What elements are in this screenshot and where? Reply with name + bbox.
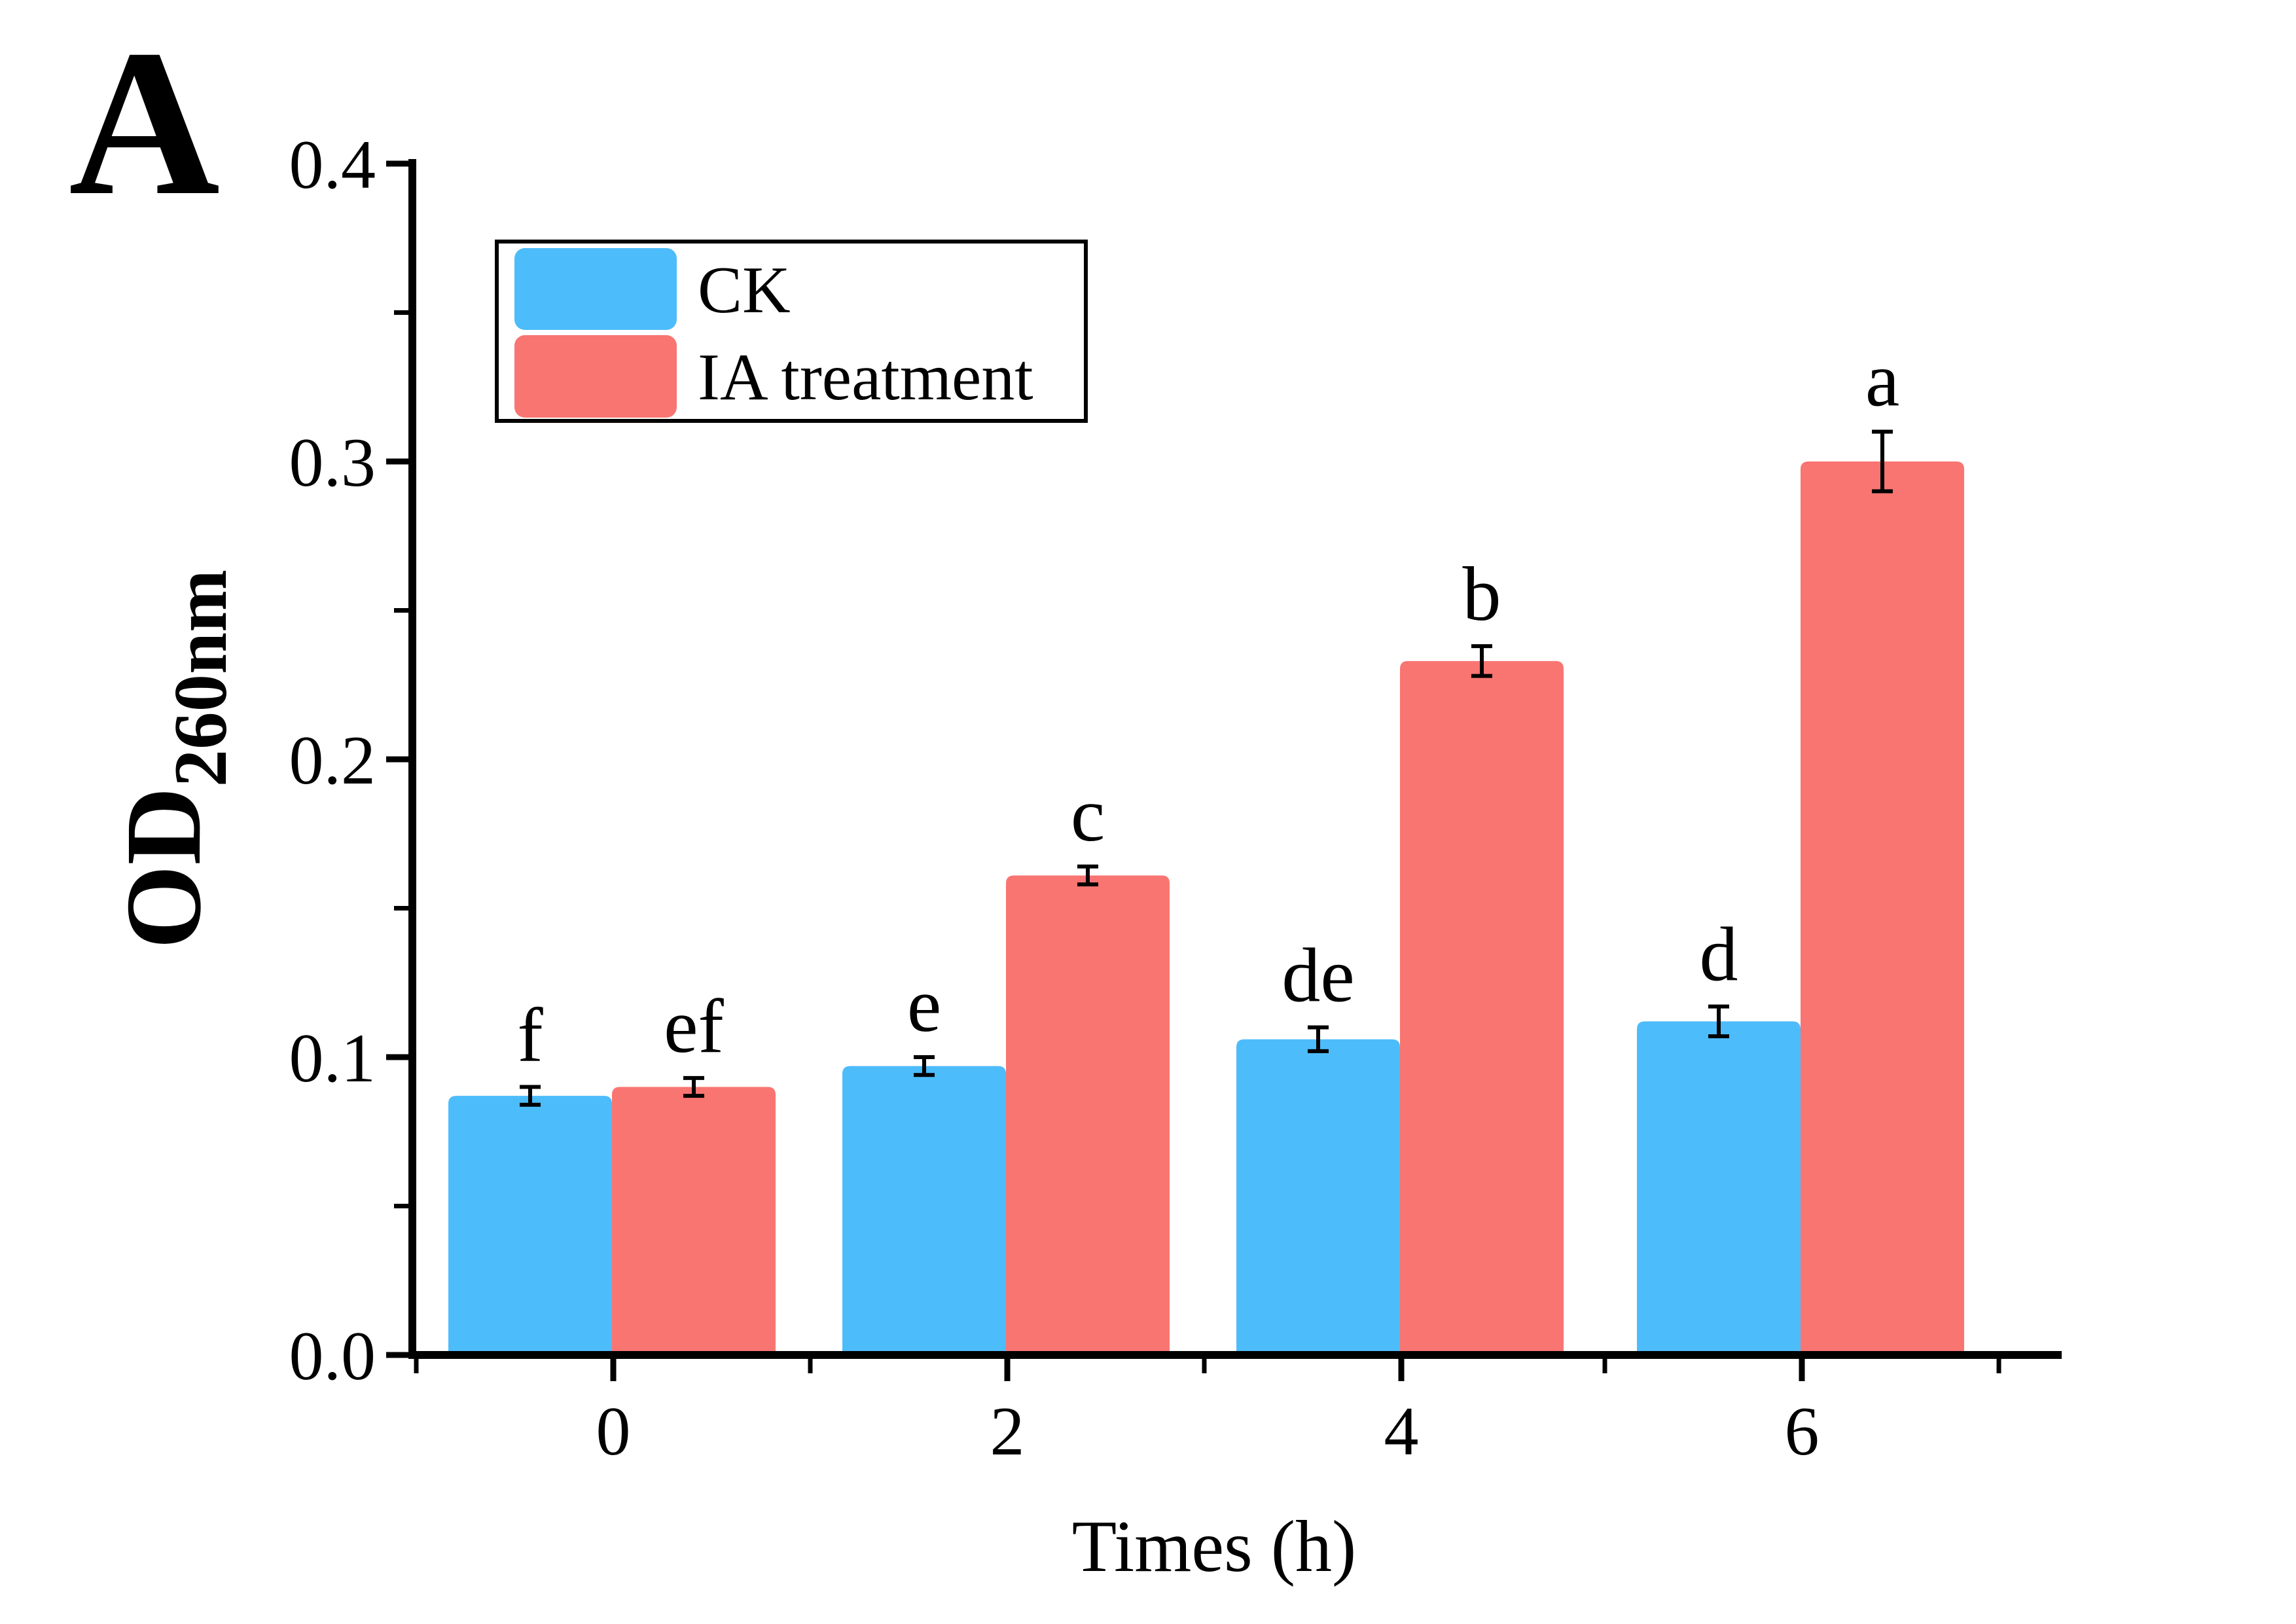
sig-letter-ck-0: f	[517, 992, 543, 1078]
bar-ck-6	[1637, 1021, 1801, 1355]
legend-label-ck: CK	[698, 253, 791, 327]
x-tick-label: 6	[1785, 1393, 1820, 1470]
error-bar-ck-0	[520, 1085, 541, 1107]
error-bar-ia-0	[683, 1075, 704, 1098]
sig-letter-ia-4: b	[1463, 551, 1501, 637]
axes: 0.0 0.1 0.2 0.3 0.4 0 2 4 6	[289, 126, 2062, 1470]
bar-ia-0	[612, 1087, 776, 1355]
error-bar-ia-4	[1471, 644, 1492, 678]
sig-letter-ck-4: de	[1282, 933, 1354, 1019]
legend-swatch-ck	[514, 248, 677, 330]
legend-swatch-ia	[514, 335, 677, 418]
y-tick-label: 0.1	[289, 1020, 376, 1096]
legend: CK IA treatment	[495, 240, 1088, 423]
x-tick-label: 2	[990, 1393, 1025, 1470]
bar-ia-6	[1801, 461, 1964, 1355]
x-tick-label: 0	[596, 1393, 631, 1470]
bar-ia-2	[1006, 875, 1170, 1355]
y-axis-title: OD260nm	[103, 569, 242, 949]
error-bar-ck-2	[914, 1055, 935, 1077]
error-bar-ck-6	[1708, 1004, 1729, 1039]
sig-letter-ia-2: c	[1071, 772, 1105, 857]
bar-ck-2	[842, 1066, 1006, 1355]
sig-letter-ck-6: d	[1700, 912, 1738, 998]
error-bar-ia-2	[1077, 864, 1098, 887]
y-tick-label: 0.3	[289, 424, 376, 501]
legend-label-ia: IA treatment	[698, 340, 1033, 414]
axes-layer: 0.0 0.1 0.2 0.3 0.4 0 2 4 6	[289, 126, 2062, 1470]
sig-letter-ia-6: a	[1865, 337, 1899, 423]
y-tick-label: 0.2	[289, 722, 376, 799]
sig-letter-ck-2: e	[907, 962, 941, 1048]
sig-letter-ia-0: ef	[664, 983, 724, 1069]
bar-ia-4	[1400, 660, 1564, 1355]
y-axis-title-subscript: 260nm	[159, 569, 242, 787]
panel-label: A	[69, 7, 220, 239]
y-tick-label: 0.4	[289, 126, 376, 203]
y-tick-label: 0.0	[289, 1318, 376, 1394]
bars-layer: f e de d ef c b a	[448, 337, 1964, 1355]
bar-ck-4	[1236, 1039, 1400, 1355]
x-axis-title: Times (h)	[1072, 1506, 1357, 1587]
bar-ck-0	[448, 1096, 612, 1355]
error-bar-ia-6	[1872, 429, 1893, 494]
x-tick-label: 4	[1384, 1393, 1419, 1470]
y-axis-title-base: OD	[103, 787, 223, 949]
error-bar-ck-4	[1308, 1025, 1329, 1053]
